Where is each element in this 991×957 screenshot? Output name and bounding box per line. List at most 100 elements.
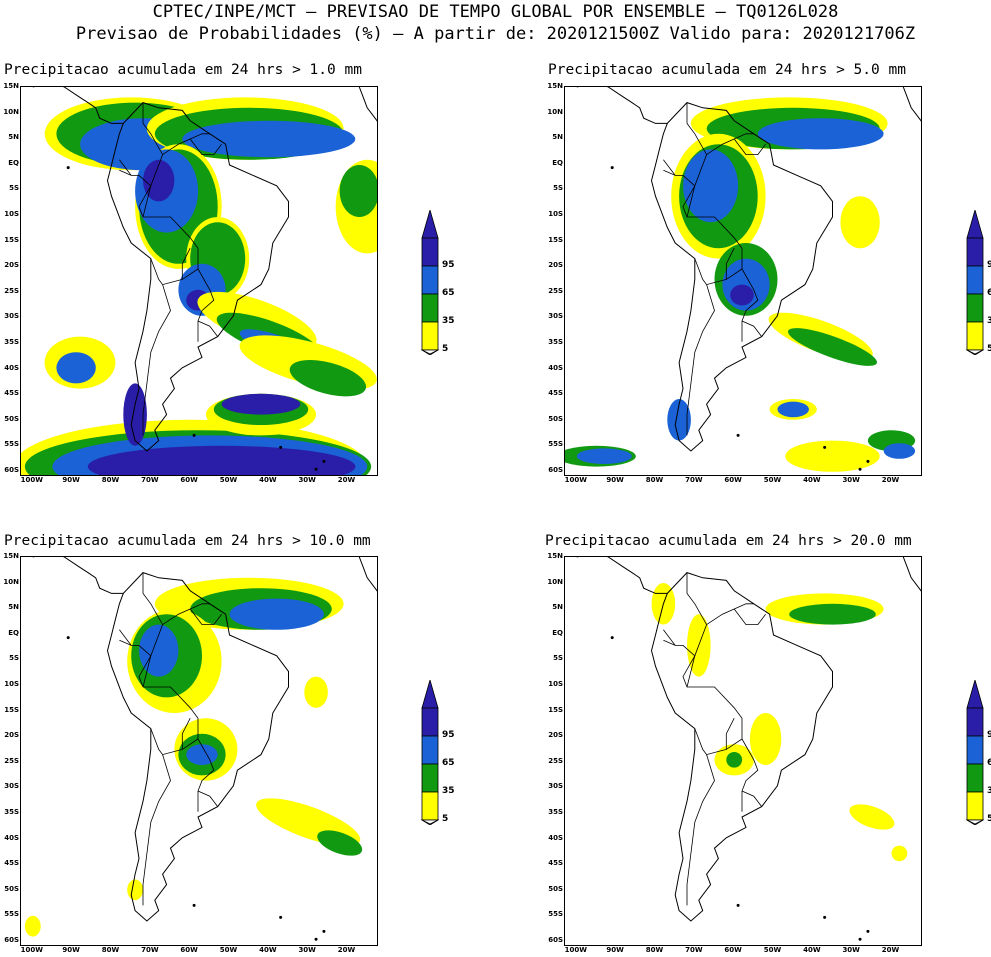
lon-tick-label: 90W (62, 946, 80, 954)
island (314, 937, 318, 941)
legend-level-label: 35 (442, 786, 455, 796)
south-america-coastline (650, 102, 833, 452)
map-panel-20mm (564, 556, 922, 946)
legend-level-label: 35 (442, 316, 455, 326)
lat-tick-label: 15N (3, 552, 19, 560)
island (736, 903, 740, 907)
lat-tick-label: 5S (553, 184, 563, 193)
probability-map (21, 87, 377, 475)
lat-tick-label: 45S (548, 859, 563, 868)
map-panel-1mm (20, 86, 378, 476)
island (322, 459, 326, 463)
island (823, 445, 827, 449)
lat-tick-label: 20S (4, 731, 19, 740)
lat-tick-label: 5S (553, 654, 563, 663)
south-america-coastline (106, 102, 289, 452)
legend-swatch (421, 791, 439, 821)
lat-tick-label: 60S (548, 466, 563, 474)
lat-tick-label: 35S (548, 338, 563, 346)
lon-tick-label: 30W (842, 476, 860, 484)
probability-region-95 (730, 284, 754, 306)
legend-level-label: 35 (987, 316, 991, 326)
country-border (142, 754, 171, 906)
lon-tick-label: 90W (606, 476, 624, 484)
country-border (181, 718, 191, 750)
probability-region-65 (683, 149, 739, 223)
country-border (189, 608, 222, 625)
panel-title-5mm: Precipitacao acumulada em 24 hrs > 5.0 m… (548, 62, 906, 78)
country-border (686, 284, 715, 436)
probability-region-65 (576, 448, 632, 465)
lon-tick-label: 40W (803, 476, 821, 484)
lat-tick-label: 45S (4, 389, 19, 398)
lon-tick-label: 40W (259, 946, 277, 954)
legend-level-label: 95 (442, 730, 455, 740)
color-scale-bar (965, 208, 985, 356)
lon-tick-label: 40W (259, 476, 277, 484)
lat-tick-label: 25S (548, 756, 563, 765)
lon-tick-label: 40W (803, 946, 821, 954)
lat-tick-label: 15N (547, 552, 563, 560)
island (279, 445, 283, 449)
lon-tick-label: 90W (606, 946, 624, 954)
lat-tick-label: 55S (4, 910, 19, 919)
island (66, 636, 70, 640)
lon-tick-label: 60W (724, 476, 742, 484)
probability-region-65 (186, 744, 218, 765)
island (823, 915, 827, 919)
island (866, 459, 870, 463)
lon-tick-label: 90W (62, 476, 80, 484)
lon-tick-label: 100W (564, 946, 587, 954)
lat-tick-label: 25S (4, 756, 19, 765)
probability-region-65 (229, 598, 324, 630)
probability-region-35 (789, 603, 876, 625)
legend-swatch (421, 293, 439, 323)
africa-coastline (358, 87, 377, 122)
probability-region-5 (749, 713, 782, 765)
africa-coastline (358, 557, 377, 592)
country-border (741, 268, 763, 337)
country-border (663, 639, 743, 756)
country-border (181, 248, 191, 280)
lat-tick-label: 5S (9, 184, 19, 193)
lon-tick-label: 70W (141, 476, 159, 484)
probability-region-95 (143, 159, 175, 202)
lat-tick-label: 60S (4, 936, 19, 944)
lat-tick-label: 15S (548, 705, 563, 714)
central-america-coastline (576, 557, 668, 594)
lat-tick-label: 10S (4, 210, 19, 218)
lat-tick-label: EQ (552, 628, 563, 637)
probability-region-35 (289, 360, 367, 397)
lat-tick-label: 15N (3, 82, 19, 90)
country-border (197, 738, 219, 807)
lat-tick-label: 50S (548, 414, 563, 423)
lat-tick-label: 40S (4, 363, 19, 372)
probability-map (565, 87, 921, 472)
lat-tick-label: 55S (4, 440, 19, 449)
country-border (725, 248, 735, 280)
island (858, 937, 862, 941)
lat-tick-label: 10N (547, 577, 563, 586)
legend-level-label: 95 (987, 260, 991, 270)
lat-tick-label: 25S (548, 286, 563, 295)
lon-tick-label: 60W (724, 946, 742, 954)
legend-swatch (966, 707, 984, 737)
legend-level-label: 95 (442, 260, 455, 270)
legend-panel-1mm: 95 65 35 5 (420, 208, 490, 360)
lat-tick-label: 35S (4, 808, 19, 816)
country-border (142, 102, 164, 218)
legend-level-label: 5 (442, 344, 449, 354)
legend-level-label: 65 (987, 288, 991, 298)
legend-level-label: 5 (442, 814, 449, 824)
legend-swatch (966, 321, 984, 351)
lon-tick-label: 50W (763, 946, 782, 954)
probability-region-35 (726, 752, 743, 768)
lon-tick-label: 70W (685, 476, 703, 484)
lat-tick-label: 10S (548, 210, 563, 218)
lon-tick-label: 50W (219, 946, 238, 954)
legend-swatch (421, 237, 439, 267)
lon-tick-label: 70W (685, 946, 703, 954)
legend-swatch (421, 265, 439, 295)
lon-tick-label: 80W (645, 476, 664, 484)
probability-region-5 (127, 879, 143, 901)
